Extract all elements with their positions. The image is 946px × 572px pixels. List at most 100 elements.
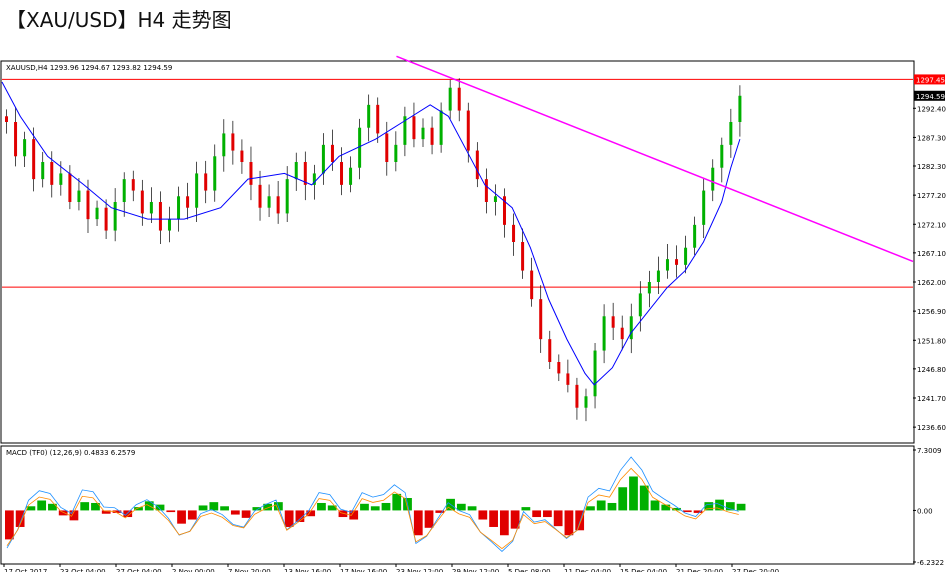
- candle-body: [68, 173, 72, 202]
- candle-body: [412, 116, 416, 140]
- macd-histogram-bar: [112, 510, 122, 513]
- candle-body: [729, 122, 733, 145]
- candle-body: [620, 327, 624, 340]
- macd-tick-label: -6.2322: [917, 559, 944, 567]
- candle-body: [113, 202, 117, 231]
- macd-histogram-bar: [725, 502, 735, 511]
- candle-body: [566, 373, 570, 385]
- candle-body: [285, 179, 289, 214]
- candle-body: [195, 173, 199, 208]
- candle-body: [593, 350, 597, 397]
- candle-body: [675, 259, 679, 265]
- x-tick-label: 27 Oct 04:00: [116, 568, 162, 572]
- candle-body: [32, 139, 36, 180]
- candle-body: [457, 87, 461, 111]
- macd-line: [6, 456, 739, 552]
- macd-histogram-bar: [521, 507, 531, 511]
- macd-histogram-bar: [478, 510, 488, 520]
- macd-histogram-bar: [252, 507, 262, 511]
- macd-signal-line: [6, 467, 739, 550]
- candle-body: [330, 144, 334, 162]
- candle-body: [158, 202, 162, 231]
- candle-body: [638, 293, 642, 317]
- macd-histogram-bar: [48, 503, 57, 511]
- resistance-price-label: 1297.45: [916, 76, 945, 84]
- time-axis: 17 Oct 2017 23 Oct 04:00 27 Oct 04:00 2 Nov…: [3, 564, 779, 572]
- macd-histogram-bar: [187, 510, 197, 520]
- x-tick-label: 23 Oct 04:00: [60, 568, 106, 572]
- current-price-label: 1294.59: [916, 93, 945, 101]
- macd-histogram-bar: [704, 502, 714, 511]
- macd-histogram-bar: [134, 507, 143, 511]
- candle-body: [684, 247, 688, 265]
- macd-histogram-bar: [370, 506, 380, 511]
- price-header: XAUUSD,H4 1293.96 1294.67 1293.82 1294.5…: [6, 64, 172, 72]
- y-tick-label: 1262.00: [917, 279, 946, 287]
- candle-body: [512, 224, 516, 242]
- macd-histogram-bar: [26, 506, 36, 511]
- macd-histogram-bar: [284, 510, 294, 527]
- macd-histogram-bar: [177, 510, 186, 524]
- candle-body: [656, 270, 660, 282]
- candle-body: [720, 144, 724, 168]
- macd-histogram-bar: [338, 510, 348, 518]
- candle-body: [276, 196, 280, 214]
- macd-histogram-bar: [543, 510, 552, 518]
- macd-histogram-bar: [69, 510, 79, 521]
- candle-body: [249, 162, 253, 185]
- x-tick-label: 5 Dec 08:00: [508, 568, 551, 572]
- candle-body: [167, 219, 171, 231]
- y-tick-label: 1277.20: [917, 192, 946, 200]
- macd-histogram-bar: [672, 507, 681, 511]
- candle-body: [502, 196, 506, 225]
- price-panel-frame: [0, 60, 915, 444]
- candle-body: [367, 104, 371, 128]
- candle-body: [77, 190, 81, 202]
- y-tick-label: 1292.40: [917, 105, 946, 113]
- candle-body: [702, 190, 706, 225]
- macd-histogram-bar: [123, 510, 133, 518]
- candle-body: [575, 384, 579, 408]
- candle-body: [41, 162, 45, 180]
- candle-body: [23, 139, 27, 157]
- candle-body: [484, 179, 488, 202]
- x-tick-label: 27 Dec 20:00: [732, 568, 779, 572]
- macd-histogram-bar: [37, 500, 47, 511]
- macd-tick-label: 7.3009: [917, 447, 942, 455]
- candle-body: [303, 162, 307, 185]
- macd-histogram-bar: [650, 500, 660, 511]
- candle-body: [321, 144, 325, 174]
- candle-body: [738, 95, 742, 122]
- candle-body: [430, 127, 434, 145]
- macd-histogram-bar: [682, 510, 692, 513]
- candle-body: [5, 116, 8, 122]
- macd-histogram-bar: [629, 476, 638, 511]
- macd-histogram-bar: [467, 506, 477, 511]
- x-tick-label: 17 Nov 16:00: [340, 568, 387, 572]
- macd-histogram-bar: [607, 502, 617, 511]
- candle-body: [539, 299, 543, 340]
- macd-histogram-bar: [661, 504, 671, 511]
- macd-histogram-bar: [295, 510, 305, 523]
- price-axis: 1292.40 1287.30 1282.30 1277.20 1272.10 1267.…: [913, 74, 946, 432]
- candle-body: [50, 162, 54, 185]
- candle-body: [647, 282, 651, 294]
- macd-histogram-bar: [715, 499, 724, 511]
- macd-histogram-bar: [80, 502, 90, 511]
- moving-average-line: [1, 81, 741, 386]
- macd-histogram-bar: [435, 510, 445, 513]
- candle-body: [213, 156, 217, 191]
- macd-histogram-bar: [499, 510, 509, 536]
- x-tick-label: 7 Nov 20:00: [228, 568, 271, 572]
- candle-body: [385, 133, 389, 162]
- candle-body: [421, 127, 425, 140]
- candle-body: [629, 316, 633, 340]
- x-tick-label: 11 Dec 04:00: [564, 568, 611, 572]
- macd-histogram-bar: [639, 485, 649, 511]
- trendline: [396, 55, 914, 263]
- macd-histogram-bar: [596, 500, 606, 511]
- y-tick-label: 1267.10: [917, 250, 946, 258]
- x-tick-label: 29 Nov 12:00: [452, 568, 499, 572]
- candle-body: [104, 207, 108, 231]
